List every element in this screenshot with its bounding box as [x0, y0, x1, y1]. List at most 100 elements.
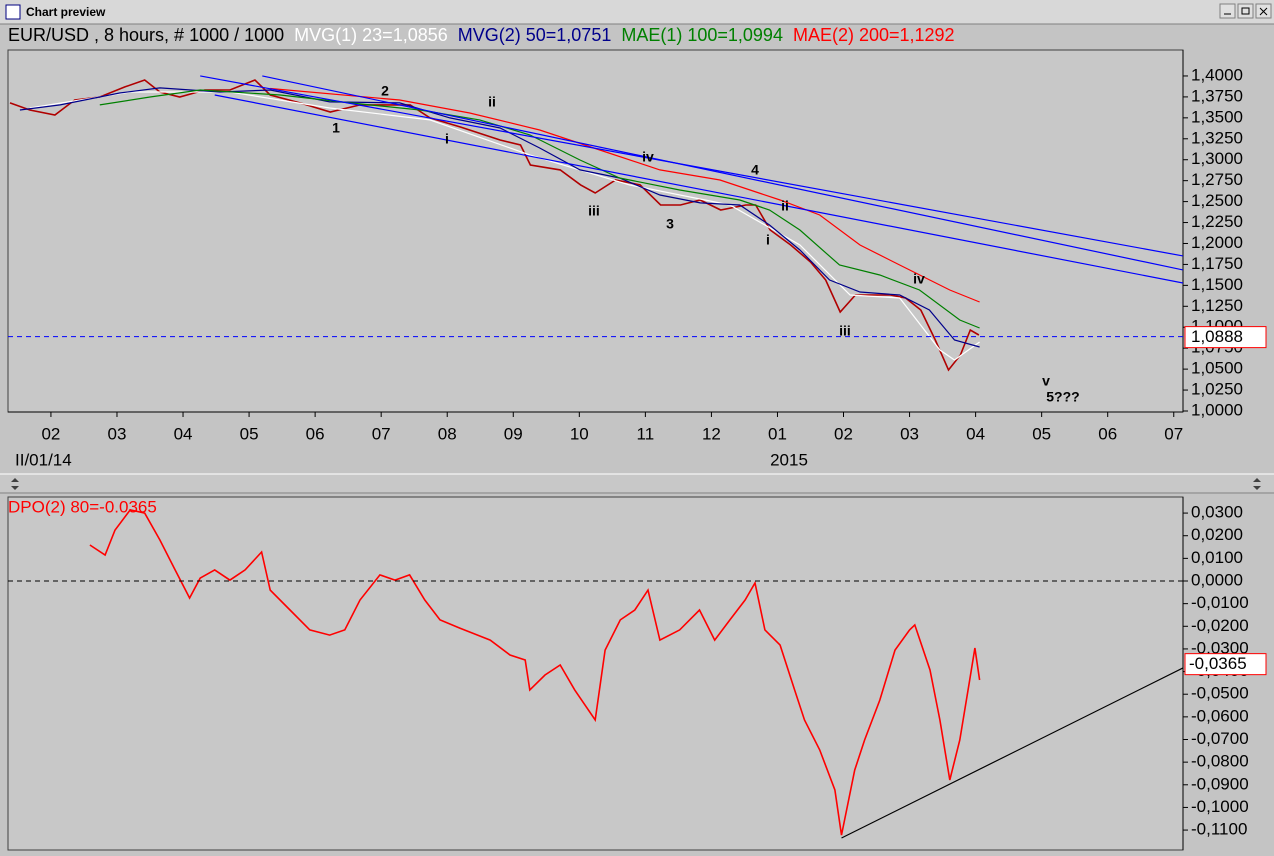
wave-label: v: [1042, 373, 1050, 389]
y-tick-label: 1,2500: [1191, 191, 1243, 210]
y-tick-label: 1,1500: [1191, 275, 1243, 294]
x-tick-label: 06: [306, 424, 325, 443]
plot-area: [7, 49, 1184, 413]
x-sublabel: II/01/14: [15, 450, 72, 469]
y-tick-label: 1,0250: [1191, 380, 1243, 399]
value-box: [1184, 653, 1267, 676]
plot-area: [7, 496, 1184, 851]
maximize-button[interactable]: [1237, 3, 1254, 19]
splitter-arrows[interactable]: [1253, 478, 1261, 490]
wave-label: iii: [839, 323, 851, 339]
series-line: [29, 91, 980, 361]
title-bar: [0, 0, 1274, 24]
wave-label: iii: [588, 203, 600, 219]
legend-entry: MAE(2) 200=1,1292: [793, 25, 955, 45]
y-tick-label: 1,0500: [1191, 359, 1243, 378]
y-tick-label: -0,0800: [1191, 752, 1249, 771]
y-tick-label: 1,4000: [1191, 65, 1243, 84]
x-tick-label: 08: [438, 424, 457, 443]
wave-label: ii: [488, 94, 496, 110]
x-tick-label: 06: [1098, 424, 1117, 443]
trendline: [841, 667, 1183, 839]
maximize-glyph: [1241, 7, 1250, 15]
wave-label: ii: [781, 198, 789, 214]
plot-layer: [9, 75, 1183, 372]
x-tick-label: 12: [702, 424, 721, 443]
window-buttons[interactable]: [1219, 3, 1272, 19]
y-tick-label: -0,0300: [1191, 638, 1249, 657]
plot-layer: [89, 509, 1183, 839]
legend-entry: MAE(1) 100=1,0994: [621, 25, 783, 45]
series-line: [99, 89, 980, 329]
x-tick-label: 07: [1164, 424, 1183, 443]
x-tick-label: 09: [504, 424, 523, 443]
y-tick-label: 0,0300: [1191, 503, 1243, 522]
y-tick-label: -0,0700: [1191, 729, 1249, 748]
x-tick-label: 04: [966, 424, 985, 443]
y-tick-label: 1,1250: [1191, 296, 1243, 315]
x-tick-label: 02: [41, 424, 60, 443]
wave-label: 5???: [1046, 389, 1079, 405]
x-sublabel: 2015: [770, 450, 808, 469]
y-tick-label: -0,0900: [1191, 774, 1249, 793]
x-tick-label: 10: [570, 424, 589, 443]
series-line: [19, 87, 980, 348]
x-tick-label: 11: [637, 424, 655, 443]
wave-label: iv: [913, 271, 925, 287]
y-tick-label: 0,0000: [1191, 570, 1243, 589]
value-box-label: -0,0365: [1189, 654, 1247, 673]
trendline: [262, 75, 1183, 271]
close-glyph: [1259, 7, 1268, 16]
wave-label: 3: [666, 216, 674, 232]
series-line: [270, 87, 980, 303]
x-tick-label: 05: [240, 424, 259, 443]
trendline: [214, 94, 1183, 284]
wave-label: 2: [381, 83, 389, 99]
y-tick-label: 1,2000: [1191, 233, 1243, 252]
series-line: [89, 509, 981, 836]
chart-header: EUR/USD , 8 hours, # 1000 / 1000 MVG(1) 2…: [8, 25, 955, 45]
y-tick-label: -0,0600: [1191, 706, 1249, 725]
wave-label: 1: [332, 120, 340, 136]
y-tick-label: -0,1000: [1191, 797, 1249, 816]
y-tick-label: 1,1750: [1191, 254, 1243, 273]
y-tick-label: 1,2750: [1191, 170, 1243, 189]
y-tick-label: -0,0500: [1191, 684, 1249, 703]
wave-label: i: [445, 131, 449, 147]
value-box: [1184, 326, 1267, 349]
y-tick-label: 1,0000: [1191, 400, 1243, 419]
legend-entry: MVG(1) 23=1,0856: [294, 25, 448, 45]
x-tick-label: 04: [174, 424, 193, 443]
series-line: [9, 79, 980, 372]
wave-label: i: [766, 232, 770, 248]
x-tick-label: 05: [1032, 424, 1051, 443]
pane-splitter[interactable]: [0, 474, 1274, 494]
y-tick-label: 0,0200: [1191, 525, 1243, 544]
minimize-button[interactable]: [1219, 3, 1236, 19]
y-tick-label: -0,0100: [1191, 593, 1249, 612]
y-tick-label: 1,3250: [1191, 128, 1243, 147]
legend-entry: MVG(2) 50=1,0751: [458, 25, 612, 45]
wave-label: 4: [751, 162, 759, 178]
x-tick-label: 07: [372, 424, 391, 443]
window-title: Chart preview: [26, 5, 106, 19]
y-tick-label: 1,2250: [1191, 212, 1243, 231]
x-tick-label: 02: [834, 424, 853, 443]
y-tick-label: 1,3750: [1191, 86, 1243, 105]
splitter-arrows[interactable]: [11, 478, 19, 490]
x-tick-label: 03: [900, 424, 919, 443]
y-tick-label: -0,1100: [1191, 820, 1247, 839]
window-icon: [5, 4, 21, 20]
x-tick-label: 03: [108, 424, 127, 443]
value-box-label: 1,0888: [1191, 327, 1243, 346]
y-tick-label: -0,0200: [1191, 616, 1249, 635]
y-tick-label: 1,3500: [1191, 107, 1243, 126]
wave-label: iv: [642, 149, 654, 165]
x-tick-label: 01: [768, 424, 787, 443]
legend-entry: DPO(2) 80=-0.0365: [8, 497, 157, 516]
chart-title: EUR/USD , 8 hours, # 1000 / 1000: [8, 25, 284, 45]
y-tick-label: 0,0100: [1191, 548, 1243, 567]
y-tick-label: 1,3000: [1191, 149, 1243, 168]
